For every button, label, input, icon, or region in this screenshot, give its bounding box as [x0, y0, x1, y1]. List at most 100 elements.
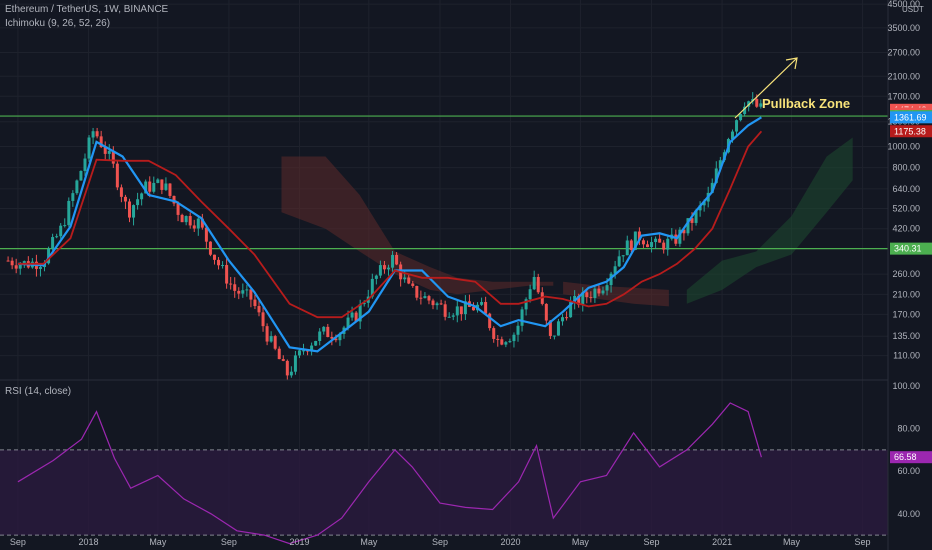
rsi-legend[interactable]: RSI (14, close): [5, 386, 72, 397]
price-tag-label: 1361.69: [894, 112, 927, 122]
candle-body: [714, 168, 718, 183]
time-tick-label: Sep: [221, 537, 237, 547]
candle-body: [273, 336, 277, 349]
candle-body: [132, 205, 136, 218]
candle-body: [382, 265, 386, 270]
symbol-legend[interactable]: Ethereum / TetherUS, 1W, BINANCE: [5, 4, 169, 15]
candle-body: [471, 306, 475, 311]
candle-body: [605, 285, 609, 291]
price-tick-label: 520.00: [892, 203, 920, 213]
candle-body: [739, 114, 743, 121]
candle-body: [544, 303, 548, 321]
candle-body: [581, 292, 585, 305]
candle-body: [221, 265, 225, 267]
candle-body: [67, 200, 71, 226]
price-tag-label: 1175.38: [894, 126, 926, 136]
arrow-head-icon: [785, 57, 798, 70]
candle-body: [318, 331, 322, 341]
price-tick-label: 110.00: [893, 351, 920, 361]
candle-body: [698, 205, 702, 211]
candle-body: [128, 201, 131, 218]
price-tick-label: 1000.00: [887, 142, 920, 152]
candle-body: [512, 334, 516, 342]
candle-body: [528, 289, 532, 300]
candle-body: [423, 296, 427, 299]
candle-body: [265, 326, 269, 342]
time-tick-label: 2021: [712, 537, 732, 547]
candle-body: [710, 182, 714, 193]
rsi-pane: [0, 402, 888, 545]
candle-body: [184, 216, 188, 223]
candle-body: [314, 340, 318, 346]
price-tick-label: 170.00: [892, 309, 920, 319]
candle-body: [378, 265, 382, 276]
candle-body: [140, 193, 144, 200]
ichimoku-legend[interactable]: Ichimoku (9, 26, 52, 26): [5, 18, 111, 29]
candle-body: [488, 313, 492, 329]
candle-body: [79, 170, 83, 181]
candle-body: [188, 216, 192, 226]
candle-body: [225, 265, 229, 284]
candle-body: [629, 240, 633, 250]
candle-body: [91, 131, 95, 138]
candle-body: [508, 341, 512, 343]
candle-body: [646, 244, 649, 248]
candle-body: [374, 275, 378, 279]
candle-body: [556, 321, 560, 336]
candle-body: [500, 339, 504, 345]
trend-arrow-line[interactable]: [734, 57, 798, 119]
candle-body: [285, 360, 289, 376]
candle-body: [160, 179, 164, 190]
candle-body: [192, 225, 196, 229]
candle-body: [302, 350, 306, 352]
candle-body: [172, 195, 176, 204]
rsi-tick-label: 100.00: [892, 381, 920, 391]
candle-body: [387, 267, 390, 270]
trend-arrow[interactable]: [734, 57, 798, 119]
price-tag-box: [890, 242, 932, 255]
candle-body: [10, 260, 14, 266]
candle-body: [322, 326, 326, 332]
candle-body: [552, 335, 556, 337]
candle-body: [682, 229, 686, 234]
candle-body: [148, 181, 152, 192]
candle-body: [484, 302, 488, 314]
rsi-tag-label: 66.58: [894, 452, 917, 462]
candle-body: [350, 312, 354, 318]
candle-body: [156, 179, 160, 183]
time-axis[interactable]: Sep 2018 May Sep 2019 May Sep 2020 May Sep 2021 May…: [10, 537, 871, 547]
pullback-zone-label[interactable]: Pullback Zone: [762, 96, 851, 111]
candle-body: [310, 345, 314, 352]
candle-body: [520, 309, 524, 326]
candle-body: [524, 299, 528, 310]
price-tag-box: [890, 125, 932, 138]
candle-body: [411, 283, 415, 286]
candle-body: [144, 181, 148, 194]
grid: [0, 0, 888, 536]
candle-body: [119, 187, 123, 197]
candle-body: [573, 295, 577, 303]
conversion-line: [17, 116, 762, 353]
candle-body: [536, 276, 540, 293]
base-line: [17, 130, 763, 319]
rsi-tick-label: 80.00: [897, 424, 920, 434]
candle-body: [431, 300, 435, 306]
candle-body: [103, 147, 107, 154]
candle-body: [395, 254, 399, 265]
candle-body: [237, 290, 241, 294]
price-tick-label: 2700.00: [887, 47, 920, 57]
candle-body: [180, 214, 184, 223]
candle-body: [658, 238, 662, 243]
time-tick-label: Sep: [855, 537, 871, 547]
currency-label: USDT: [902, 5, 924, 14]
candle-body: [83, 158, 87, 171]
candle-body: [164, 183, 168, 190]
candle-body: [621, 255, 625, 257]
candle-body: [654, 238, 658, 243]
candle-body: [334, 338, 338, 341]
candle-body: [289, 371, 293, 376]
candle-body: [718, 160, 722, 169]
candle-body: [51, 237, 55, 249]
candle-body: [18, 264, 22, 269]
candle-body: [439, 303, 443, 305]
